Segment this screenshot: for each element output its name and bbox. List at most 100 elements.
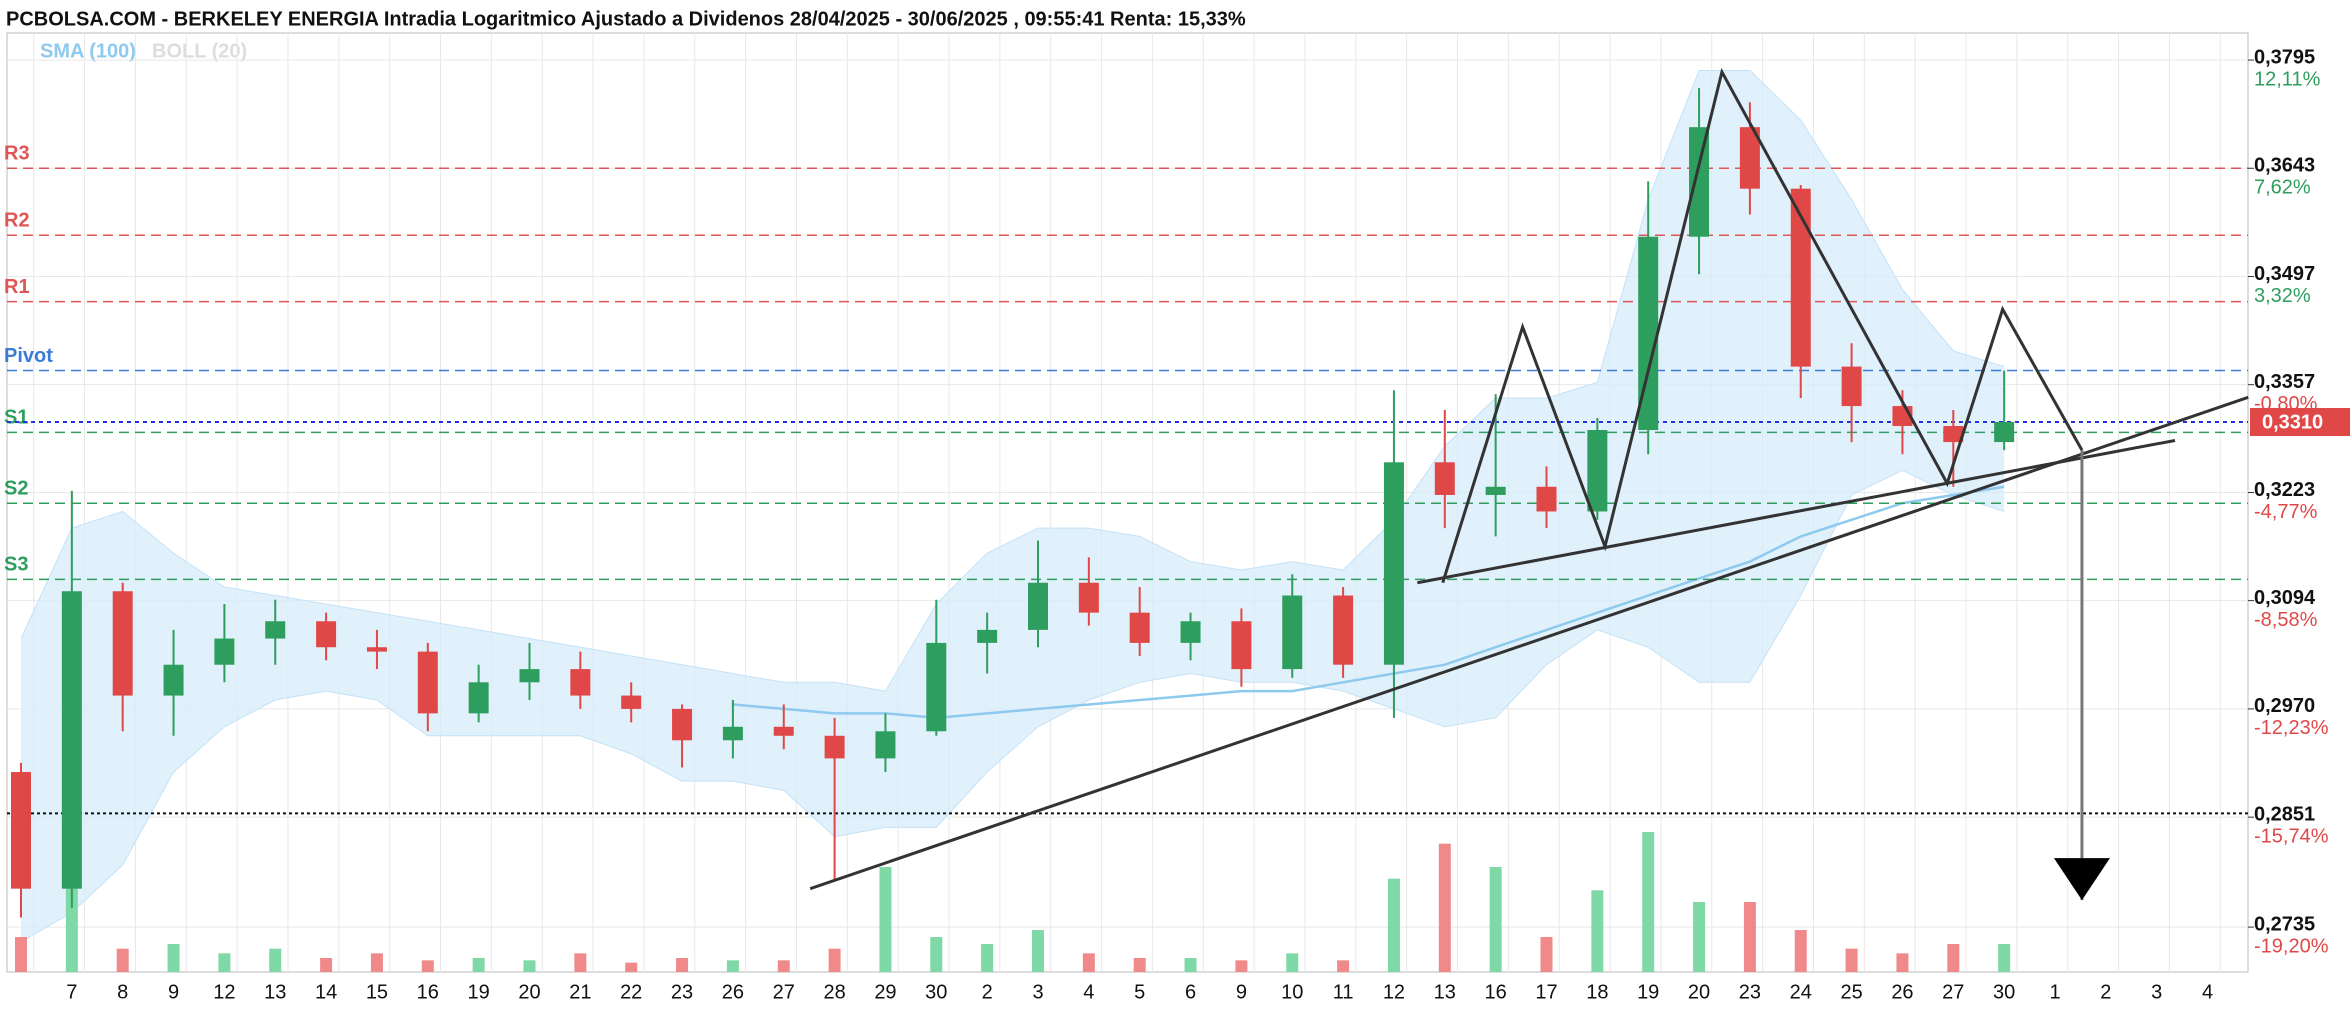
pattern-line [809,395,2249,891]
pivot-label: Pivot [4,345,53,367]
candle-body [1689,127,1710,237]
volume-bar [1032,930,1044,972]
candle-body [1739,127,1760,189]
pivot-label: R3 [4,143,30,165]
pivot-label: R1 [4,276,30,298]
y-tick-label: 0,3223 [2254,479,2315,501]
volume-bar [320,958,333,972]
x-tick-label: 3 [2151,981,2162,1003]
candle-body [1180,621,1201,643]
volume-bar [828,948,841,972]
x-tick-label: 16 [417,981,439,1003]
volume-bar [1947,944,1960,972]
x-tick-label: 3 [1032,981,1043,1003]
y-tick-pct: -19,20% [2254,935,2329,957]
x-tick-label: 27 [1942,981,1964,1003]
volume-bar [1693,902,1706,972]
x-tick-label: 15 [366,981,388,1003]
x-tick-label: 16 [1485,981,1507,1003]
volume-bar [676,958,689,972]
volume-bar [879,867,892,972]
candle-body [1841,366,1862,407]
candle-body [316,621,337,648]
candle-body [366,647,387,652]
x-tick-label: 22 [620,981,642,1003]
pattern-line [1417,438,2176,585]
volume-bar [625,962,638,972]
last-price-label: 0,3310 [2262,411,2323,433]
legend-boll: BOLL (20) [152,40,247,62]
x-tick-label: 19 [468,981,490,1003]
candle-body [112,591,133,696]
candle-body [926,642,947,732]
x-tick-label: 26 [722,981,744,1003]
y-tick-pct: 12,11% [2254,68,2321,90]
x-tick-label: 27 [773,981,795,1003]
volume-bar [726,960,739,972]
y-tick-pct: -12,23% [2254,717,2329,739]
pivot-label: S2 [4,477,28,499]
x-tick-label: 10 [1281,981,1303,1003]
legend-sma: SMA (100) [40,40,136,62]
y-tick-label: 0,3094 [2254,587,2316,609]
x-tick-label: 11 [1333,981,1354,1003]
target-arrow [2053,858,2110,901]
candle-body [1078,582,1099,613]
x-tick-label: 26 [1891,981,1913,1003]
volume-bar [981,944,994,972]
x-tick-label: 30 [925,981,947,1003]
pattern-line [1441,67,2084,584]
x-tick-label: 24 [1790,981,1812,1003]
candle-body [1994,422,2015,443]
x-tick-label: 4 [2202,981,2213,1003]
y-tick-label: 0,3643 [2254,155,2315,177]
candle-body [1333,595,1354,665]
x-tick-label: 7 [66,981,77,1003]
candle-body [722,726,743,741]
x-tick-label: 5 [1134,981,1145,1003]
volume-bar [472,958,485,972]
candle-body [163,664,184,696]
x-tick-label: 13 [1434,981,1456,1003]
chart-title: PCBOLSA.COM - BERKELEY ENERGIA Intradia … [6,8,1246,30]
y-tick-pct: -15,74% [2254,825,2329,847]
bollinger-band [21,70,2005,942]
x-tick-label: 21 [569,981,591,1003]
volume-bar [930,937,943,972]
x-tick-label: 14 [315,981,337,1003]
x-tick-label: 13 [264,981,286,1003]
candle-body [1282,595,1303,670]
volume-bar [1845,948,1858,972]
x-tick-label: 12 [213,981,235,1003]
volume-bar [777,960,790,972]
y-tick-label: 0,3497 [2254,263,2315,285]
pivot-label: S3 [4,554,28,576]
volume-bar [1489,867,1502,972]
pivot-label: S1 [4,407,28,429]
candle-body [214,638,235,665]
volume-bar [1896,953,1909,972]
candle-body [1638,236,1659,431]
candle-body [61,591,82,889]
y-tick-label: 0,3357 [2254,371,2315,393]
x-tick-label: 20 [1688,981,1710,1003]
x-tick-label: 9 [1236,981,1247,1003]
candle-body [11,772,31,889]
volume-bar [1286,953,1299,972]
candle-body [1790,188,1811,367]
x-tick-label: 23 [1739,981,1761,1003]
volume-bar [1082,953,1095,972]
volume-bar [1337,960,1350,972]
bollinger-upper [20,70,2005,692]
candle-body [824,735,845,759]
volume-bar [1998,944,2011,972]
x-tick-label: 2 [982,981,993,1003]
candle-body [1434,462,1455,495]
volume-bar [421,960,434,972]
pivot-label: R2 [4,210,30,232]
x-tick-label: 28 [823,981,845,1003]
y-tick-label: 0,2970 [2254,695,2315,717]
